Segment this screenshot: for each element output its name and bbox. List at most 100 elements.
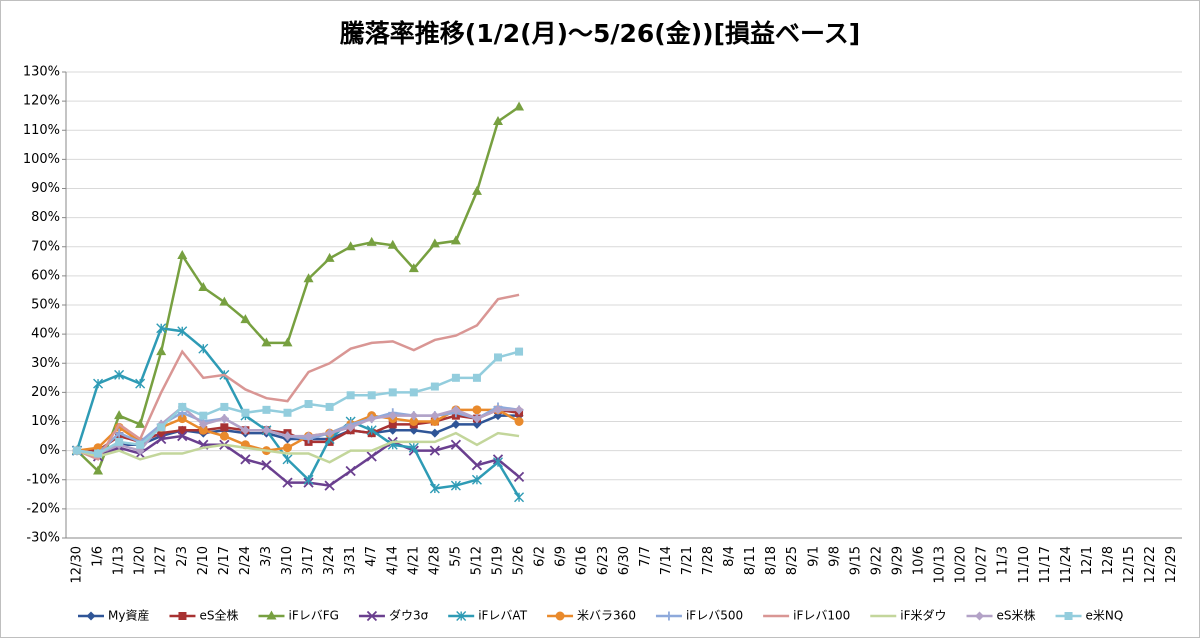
marker <box>450 235 461 245</box>
marker <box>409 388 418 397</box>
marker <box>93 378 104 389</box>
x-tick-label: 6/16 <box>575 546 590 575</box>
marker <box>115 437 124 446</box>
marker <box>114 410 125 420</box>
marker <box>388 420 397 429</box>
x-tick-label: 12/8 <box>1101 546 1116 575</box>
marker <box>178 426 187 435</box>
x-tick-label: 2/3 <box>175 546 190 567</box>
x-tick-label: 5/19 <box>491 546 506 575</box>
x-tick-label: 11/24 <box>1059 546 1074 583</box>
x-tick-label: 6/9 <box>554 546 569 567</box>
marker <box>177 414 187 424</box>
x-tick-label: 10/27 <box>975 546 990 583</box>
marker <box>388 411 398 421</box>
marker <box>451 373 460 382</box>
marker <box>283 408 292 417</box>
marker <box>219 431 229 441</box>
marker <box>430 382 439 391</box>
marker <box>471 474 482 485</box>
x-tick-label: 2/24 <box>238 546 253 575</box>
marker <box>240 314 251 324</box>
legend-label: iFレバFG <box>288 609 338 623</box>
x-tick-label: 1/13 <box>112 546 127 575</box>
marker <box>429 238 440 248</box>
x-tick-label: 8/25 <box>785 546 800 575</box>
marker <box>282 454 293 465</box>
x-tick-label: 1/27 <box>154 546 169 575</box>
series-line <box>76 105 520 474</box>
marker <box>266 610 277 620</box>
x-tick-label: 12/22 <box>1143 546 1158 583</box>
x-tick-label: 12/1 <box>1080 546 1095 575</box>
x-tick-label: 12/29 <box>1164 546 1179 583</box>
marker <box>262 405 271 414</box>
marker <box>366 610 378 622</box>
series-line <box>75 326 521 498</box>
marker <box>409 411 419 421</box>
marker <box>387 239 398 249</box>
marker <box>367 414 377 424</box>
marker <box>303 273 314 283</box>
chart-title: 騰落率推移(1/2(月)〜5/26(金))[損益ベース] <box>340 19 860 48</box>
x-tick-label: 6/30 <box>617 546 632 575</box>
marker <box>367 391 376 400</box>
marker <box>282 477 293 488</box>
x-tick-label: 7/14 <box>659 546 674 575</box>
marker <box>73 446 81 455</box>
x-tick-label: 9/15 <box>848 546 863 575</box>
series-line <box>76 350 520 455</box>
marker <box>555 611 565 621</box>
x-tick-label: 5/12 <box>469 546 484 575</box>
marker <box>220 423 229 432</box>
marker <box>450 439 462 450</box>
y-tick-label: -10% <box>26 472 60 487</box>
marker <box>178 402 187 411</box>
legend-item: ダウ3σ <box>358 608 429 623</box>
series <box>73 347 524 458</box>
marker <box>86 611 96 621</box>
y-tick-label: 40% <box>31 327 60 342</box>
marker <box>366 425 377 436</box>
marker <box>157 429 166 438</box>
marker <box>471 460 483 471</box>
marker <box>513 471 525 482</box>
marker <box>198 425 208 435</box>
x-tick-label: 8/4 <box>722 546 737 567</box>
marker <box>346 422 356 432</box>
y-tick-label: 120% <box>23 94 60 109</box>
marker <box>472 373 481 382</box>
x-tick-label: 4/28 <box>427 546 442 575</box>
marker <box>430 428 440 438</box>
y-tick-label: 90% <box>31 181 60 196</box>
x-tick-label: 3/17 <box>301 546 316 575</box>
y-tick-label: 130% <box>23 65 60 80</box>
marker <box>514 101 525 111</box>
marker <box>430 417 440 426</box>
x-tick-label: 7/28 <box>701 546 716 575</box>
marker <box>472 405 482 415</box>
marker <box>198 282 209 292</box>
marker <box>241 408 250 417</box>
legend-item: eS米株 <box>966 608 1036 623</box>
marker <box>304 400 313 409</box>
x-tick-label: 3/24 <box>322 546 337 575</box>
marker <box>346 391 355 400</box>
marker <box>664 611 674 621</box>
x-tick-label: 10/13 <box>933 546 948 583</box>
legend-item: e米NQ <box>1055 609 1123 623</box>
marker <box>156 346 167 356</box>
marker <box>451 419 461 429</box>
legend-item: iFレバ100 <box>763 609 850 623</box>
marker <box>450 480 461 491</box>
x-tick-label: 12/15 <box>1122 546 1137 583</box>
marker <box>493 116 503 126</box>
marker <box>345 465 356 477</box>
marker <box>514 405 524 415</box>
legend-item: iF米ダウ <box>870 608 947 623</box>
marker <box>388 388 397 397</box>
marker <box>177 249 188 259</box>
marker <box>136 440 145 449</box>
legend-label: iFレバ100 <box>793 609 850 623</box>
x-tick-label: 4/21 <box>406 546 421 575</box>
